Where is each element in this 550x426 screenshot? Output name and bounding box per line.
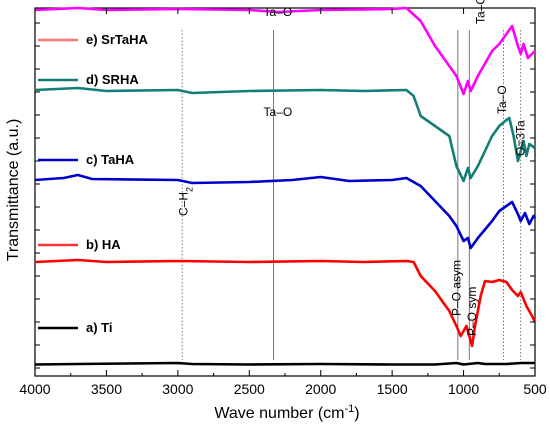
x-tick-label: 1500: [377, 381, 408, 397]
series-line-3: [34, 86, 536, 183]
legend-label: e) SrTaHA: [86, 32, 148, 47]
legend-label: a) Ti: [86, 320, 113, 335]
annotation-label: Ta–O: [264, 5, 293, 19]
annotation-text: C–H: [177, 192, 191, 216]
annotation-text: P–O sym: [465, 287, 479, 336]
annotation-text: Ta–O: [264, 105, 293, 119]
annotation-label: C–H2: [177, 187, 195, 216]
legend-label: c) TaHA: [86, 152, 135, 167]
y-axis-title: Transmittance (a.u.): [5, 119, 22, 262]
x-tick-label: 3500: [91, 381, 122, 397]
annotation-label: P–O asym: [449, 260, 463, 316]
series-line-1: [34, 258, 537, 348]
annotation-subscript: 2: [185, 187, 195, 192]
annotation-label: O=3Ta: [514, 120, 528, 156]
x-axis-ticks: 4000 3500 3000 2500 2000 1500 1000 500: [19, 8, 547, 397]
legend: e) SrTaHA d) SRHA c) TaHA b) HA a) Ti: [38, 32, 148, 335]
series-layer: [34, 6, 537, 366]
annotations: Ta–O Ta–O Ta–O–Ta Ta–O O=3Ta C–H2 P–O asymP–O …: [177, 0, 528, 336]
annotation-text: Ta–O: [264, 5, 293, 19]
annotation-label: P–O sym: [465, 287, 479, 336]
y-axis-ticks: [35, 22, 535, 369]
x-tick-label: 1000: [448, 381, 479, 397]
annotation-text: O=3Ta: [514, 120, 528, 156]
series-line-4: [34, 6, 536, 96]
legend-label: b) HA: [86, 237, 121, 252]
x-tick-label: 4000: [19, 381, 50, 397]
annotation-text: Ta–O–Ta: [474, 0, 488, 24]
annotation-label: Ta–O: [264, 105, 293, 119]
legend-label: d) SRHA: [86, 72, 139, 87]
x-tick-label: 500: [523, 381, 547, 397]
x-axis-title: Wave number (cm-1): [214, 403, 359, 422]
series-line-2: [34, 173, 537, 250]
annotation-label: Ta–O–Ta: [474, 0, 488, 24]
annotation-label: Ta–O: [495, 85, 509, 114]
series-line-0: [34, 361, 535, 366]
annotation-text: P–O asym: [449, 260, 463, 316]
x-tick-label: 2000: [305, 381, 336, 397]
x-tick-label: 3000: [162, 381, 193, 397]
x-tick-label: 2500: [234, 381, 265, 397]
annotation-text: Ta–O: [495, 85, 509, 114]
